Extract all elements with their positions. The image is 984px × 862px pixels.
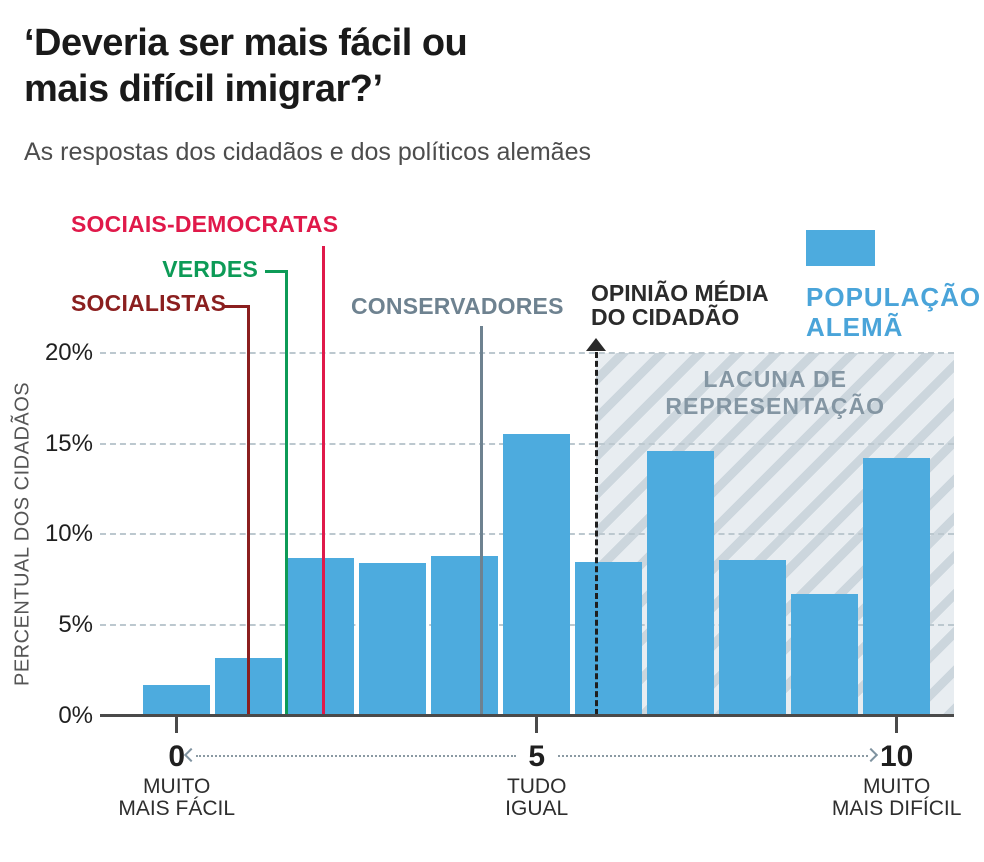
label-socialistas: SOCIALISTAS — [71, 290, 227, 316]
x-axis-sublabel-5: TUDO IGUAL — [505, 776, 568, 820]
bar-category-9 — [791, 594, 859, 716]
bar-category-2 — [287, 557, 355, 716]
page-title-line1: ‘Deveria ser mais fácil ou — [24, 22, 468, 64]
bar-category-7 — [647, 450, 715, 716]
legend-swatch-german-population — [806, 230, 875, 266]
x-axis-line — [100, 713, 954, 717]
y-axis-title: PERCENTUAL DOS CIDADÃOS — [11, 381, 34, 687]
y-tick-label-10pct: 10% — [44, 520, 93, 548]
legend-label-line2: ALEMÃ — [806, 312, 904, 342]
x-axis-sublabel-0-line1: MUITO — [143, 775, 211, 798]
party-line-hook-socialistas — [222, 305, 249, 308]
x-tick-mark-10 — [895, 716, 899, 733]
citizen-mean-line1: OPINIÃO MÉDIA — [591, 280, 769, 306]
bar-category-8 — [719, 559, 787, 716]
representation-gap-line1: LACUNA DE — [703, 366, 848, 392]
x-axis-sublabel-10-line2: MAIS DIFÍCIL — [831, 797, 962, 820]
x-tick-mark-5 — [535, 716, 539, 733]
party-line-sociais-democratas — [322, 246, 326, 716]
x-axis-sublabel-10-line1: MUITO — [863, 775, 931, 798]
bar-category-6 — [575, 561, 643, 716]
label-sociais-democratas: SOCIAIS-DEMOCRATAS — [71, 211, 339, 237]
y-tick-label-0pct: 0% — [58, 702, 93, 729]
page-title-line2: mais difícil imigrar?’ — [24, 68, 383, 110]
x-axis-sublabel-5-line2: IGUAL — [505, 797, 569, 820]
gridline-20pct — [100, 351, 954, 354]
citizen-mean-dashed-line — [594, 351, 598, 715]
bar-category-10 — [863, 458, 931, 716]
y-tick-label-20pct: 20% — [44, 338, 93, 366]
x-tick-label-10: 10 — [880, 740, 914, 773]
y-tick-label-15pct: 15% — [44, 429, 93, 457]
legend-label-german-population: POPULAÇÃO ALEMÃ — [806, 282, 981, 342]
party-line-socialistas — [247, 305, 251, 716]
label-conservadores: CONSERVADORES — [351, 293, 564, 319]
bar-category-4 — [431, 556, 499, 716]
x-axis-sublabel-5-line1: TUDO — [506, 775, 567, 798]
bar-category-0 — [143, 685, 211, 716]
x-tick-label-0: 0 — [168, 740, 186, 773]
page-subtitle: As respostas dos cidadãos e dos político… — [24, 138, 591, 166]
party-line-hook-verdes — [264, 270, 287, 273]
citizen-mean-line2: DO CIDADÃO — [591, 304, 740, 330]
scale-arrow-right-line — [558, 755, 868, 757]
x-axis-sublabel-0-line2: MAIS FÁCIL — [118, 797, 236, 820]
bar-category-5 — [503, 434, 571, 716]
x-tick-mark-0 — [175, 716, 179, 733]
x-axis-sublabel-10: MUITO MAIS DIFÍCIL — [832, 776, 962, 820]
legend-label-line1: POPULAÇÃO — [806, 282, 982, 312]
arrow-right-icon — [863, 747, 879, 763]
label-representation-gap: LACUNA DE REPRESENTAÇÃO — [596, 366, 954, 420]
label-citizen-mean-opinion: OPINIÃO MÉDIA DO CIDADÃO — [591, 281, 769, 329]
x-axis-sublabel-0: MUITO MAIS FÁCIL — [118, 776, 235, 820]
x-tick-label-5: 5 — [528, 740, 546, 773]
representation-gap-line2: REPRESENTAÇÃO — [665, 393, 886, 419]
label-verdes: VERDES — [162, 256, 258, 282]
scale-arrow-left-line — [196, 755, 516, 757]
y-tick-label-5pct: 5% — [58, 611, 93, 639]
arrow-left-icon — [183, 747, 199, 763]
party-line-conservadores — [480, 326, 484, 716]
bar-category-3 — [359, 563, 427, 716]
citizen-mean-arrow-up-icon — [586, 338, 607, 351]
party-line-verdes — [285, 270, 289, 716]
